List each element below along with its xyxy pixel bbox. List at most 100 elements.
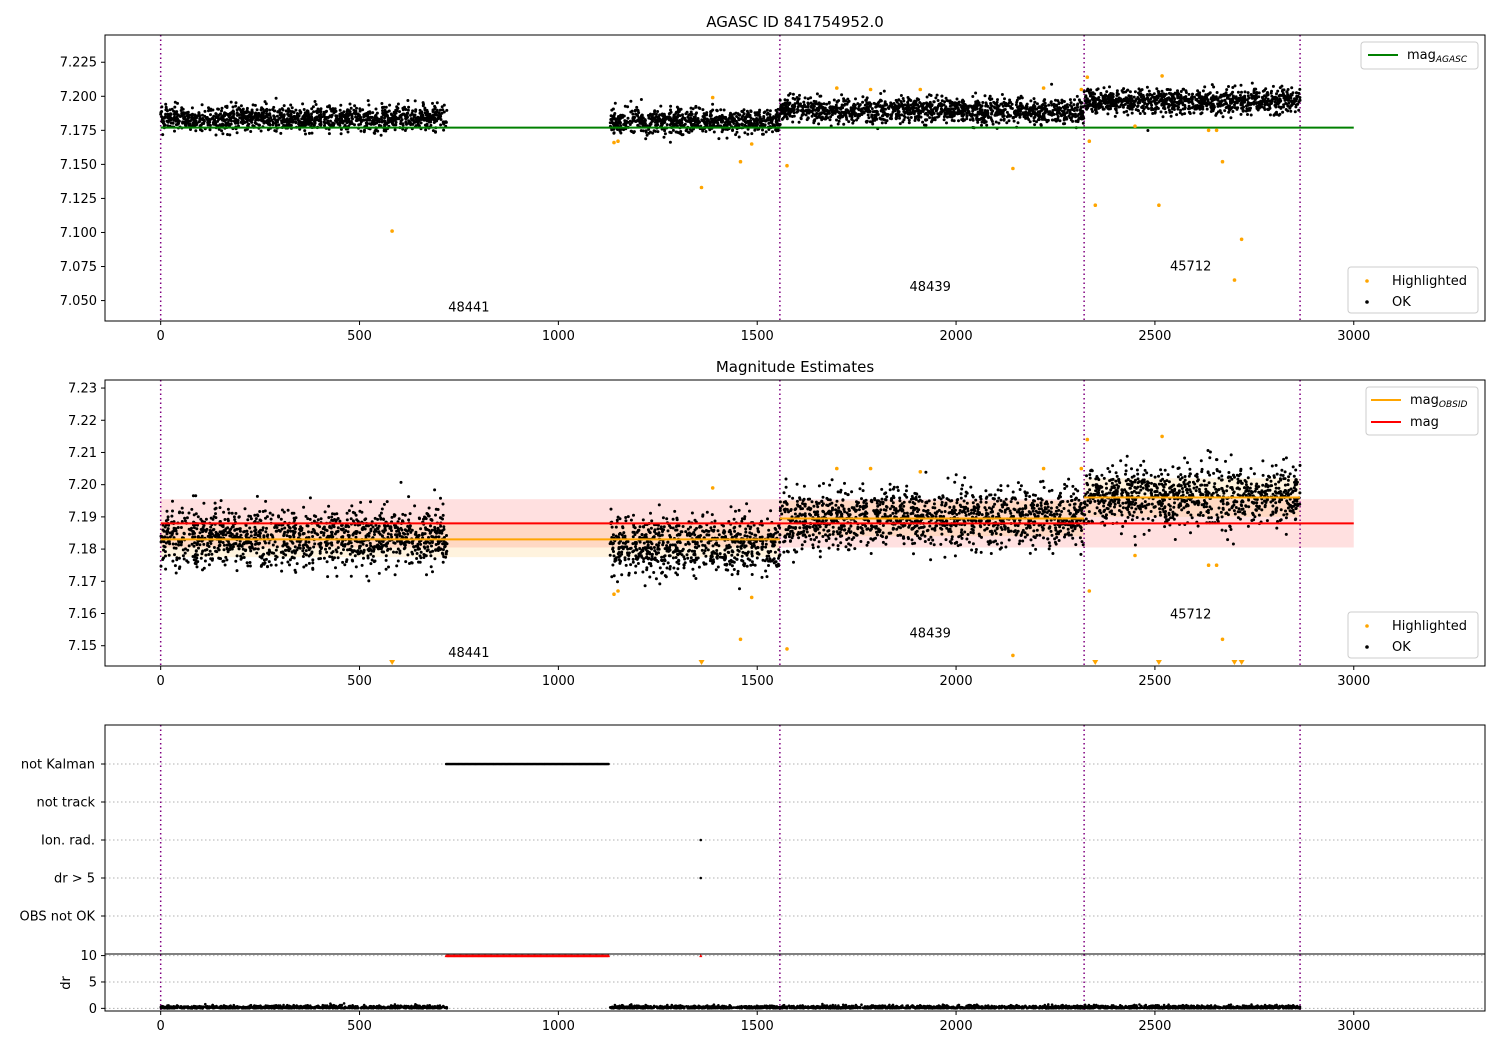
ok-point [1025,105,1029,109]
ok-point [683,116,687,120]
ok-point [339,127,343,131]
ok-point [971,95,975,98]
ok-point [188,532,191,536]
ok-point [1048,110,1052,114]
ok-point [1194,106,1198,110]
ok-point [780,110,784,114]
ok-point [376,129,380,133]
ok-point [631,112,635,116]
ok-point [1068,98,1072,102]
ok-point [634,112,638,116]
ok-point [368,118,372,122]
ok-point [358,109,362,113]
ok-point [1216,110,1220,114]
ok-point [1150,93,1154,97]
ok-point [330,515,334,519]
ok-point [162,116,166,120]
ok-point [253,121,257,125]
ok-point [1145,105,1148,109]
ok-point [608,121,612,125]
ok-point [1094,107,1098,111]
ok-point [1062,110,1066,114]
ok-point [320,546,323,550]
ok-point [973,113,977,117]
ok-point [306,115,309,119]
ok-point [247,514,251,518]
ok-point [418,118,421,122]
ok-point [384,121,388,125]
ok-point [255,108,259,112]
ok-point [245,106,249,110]
ok-point [313,116,317,120]
ok-point [1233,106,1237,110]
ok-point [901,104,905,108]
y-tick-label: 7.175 [60,124,97,139]
ok-point [258,518,262,522]
ok-point [1288,105,1292,109]
ok-point [996,112,1000,115]
ok-point [950,103,954,107]
ok-point [280,113,284,117]
ok-point [815,106,819,110]
ok-point [993,106,997,110]
ok-point [663,132,667,136]
ok-point [303,113,306,117]
ok-point [1002,118,1006,122]
ok-point [198,119,202,123]
ok-point [720,119,724,122]
ok-point [1141,105,1145,108]
ok-point [259,118,263,121]
ok-point [345,511,349,515]
ok-point [802,109,806,113]
ok-point [203,559,207,563]
ok-point [327,516,331,519]
ok-point [345,121,349,125]
ok-point [799,117,803,121]
ok-point [222,548,226,552]
ok-point [1181,102,1185,106]
ok-point [938,112,942,116]
ok-point [636,123,640,127]
ok-point [1169,114,1173,118]
ok-point [651,113,655,116]
ok-point [947,99,950,103]
ok-point [711,102,715,106]
ok-point [325,560,329,564]
ok-point [222,112,226,116]
ok-point [825,108,829,112]
ok-point [867,108,870,111]
ok-point [221,541,225,544]
ok-point [287,114,291,117]
ok-point [1107,97,1111,101]
ok-point [1298,87,1302,91]
ok-point [272,117,276,121]
ok-point [1229,116,1233,120]
ok-point [1062,122,1065,126]
ok-point [1095,103,1099,107]
ok-point [705,117,709,121]
ok-point [345,109,349,113]
ok-point [384,105,388,109]
ok-point [1157,90,1161,94]
ok-point [785,117,789,121]
ok-point [766,117,769,121]
ok-point [1029,99,1033,103]
ok-point [786,98,789,102]
ok-point [997,121,1001,125]
ok-point [292,535,296,539]
ok-point [709,109,713,113]
ok-point [1077,117,1081,120]
ok-point [796,101,800,105]
ok-point [336,556,340,560]
ok-point [424,128,428,132]
ok-point [1225,88,1229,92]
ok-point [251,103,255,107]
ok-point [788,107,792,111]
ok-point [1250,81,1254,85]
ok-point [892,109,896,112]
ok-point [1042,99,1046,103]
ok-point [667,118,671,122]
ok-point [631,119,635,122]
ok-point [1038,111,1042,115]
ok-point [613,101,617,105]
